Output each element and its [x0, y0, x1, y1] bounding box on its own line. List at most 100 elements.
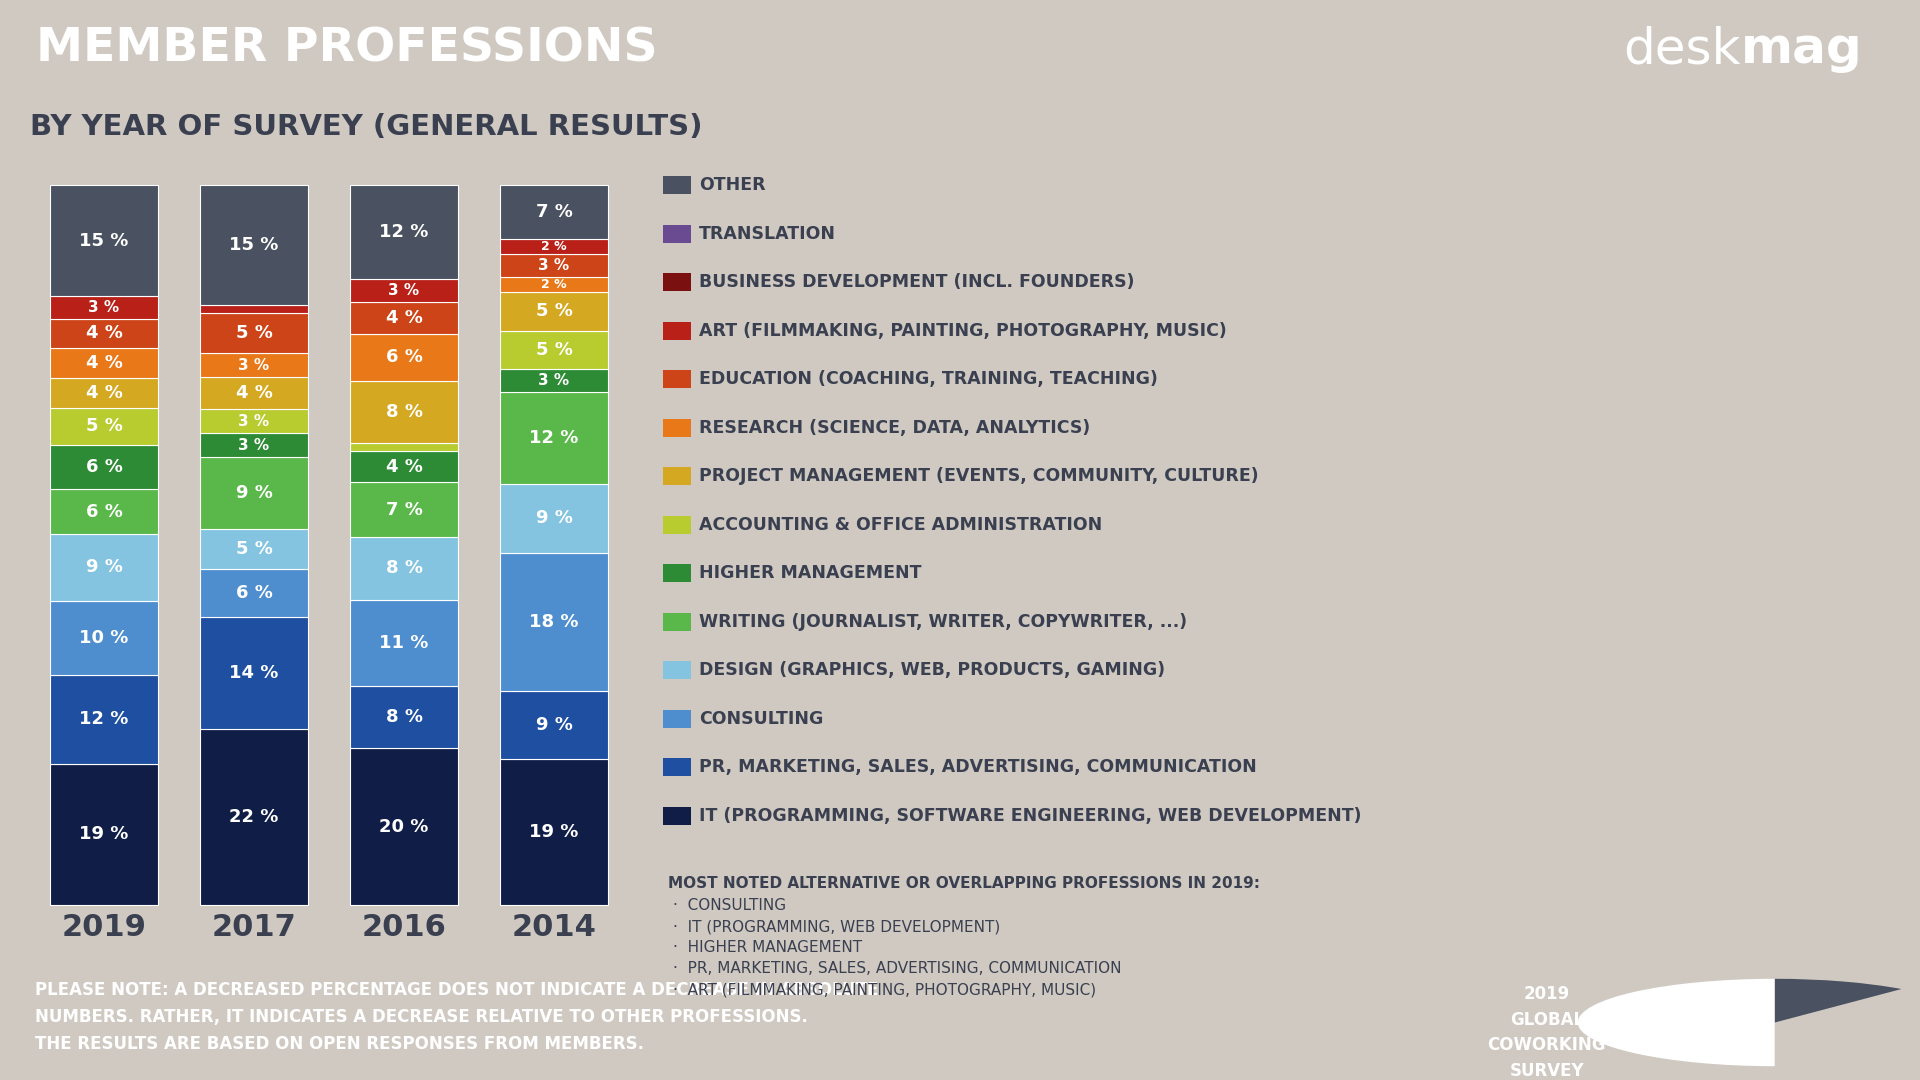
Bar	[50, 348, 157, 378]
Bar	[662, 661, 691, 679]
Text: 7 %: 7 %	[386, 501, 422, 518]
Text: 9 %: 9 %	[86, 558, 123, 577]
Text: 8 %: 8 %	[386, 559, 422, 578]
Text: 9 %: 9 %	[236, 484, 273, 502]
Bar	[662, 176, 691, 194]
Bar	[662, 273, 691, 291]
Text: ART (FILMMAKING, PAINTING, PHOTOGRAPHY, MUSIC): ART (FILMMAKING, PAINTING, PHOTOGRAPHY, …	[699, 322, 1227, 339]
Text: mag: mag	[1741, 26, 1862, 73]
Bar	[200, 185, 307, 305]
Bar	[200, 305, 307, 313]
Text: 5 %: 5 %	[536, 302, 572, 321]
Bar	[50, 296, 157, 319]
Bar	[200, 457, 307, 529]
Text: 4 %: 4 %	[386, 458, 422, 475]
Bar	[200, 377, 307, 409]
Bar	[349, 380, 459, 443]
Text: 5 %: 5 %	[236, 324, 273, 342]
Text: 2019: 2019	[61, 913, 146, 942]
Bar	[662, 515, 691, 534]
Bar	[499, 392, 609, 484]
Text: 3 %: 3 %	[238, 414, 269, 429]
Text: 4 %: 4 %	[86, 383, 123, 402]
Bar	[662, 419, 691, 436]
Text: 9 %: 9 %	[536, 509, 572, 527]
Bar	[50, 378, 157, 407]
Text: ·  IT (PROGRAMMING, WEB DEVELOPMENT): · IT (PROGRAMMING, WEB DEVELOPMENT)	[674, 919, 1000, 934]
Text: 12 %: 12 %	[530, 429, 578, 447]
Bar	[349, 537, 459, 599]
Text: ·  HIGHER MANAGEMENT: · HIGHER MANAGEMENT	[674, 940, 862, 955]
Text: SURVEY: SURVEY	[1509, 1062, 1584, 1080]
Text: MOST NOTED ALTERNATIVE OR OVERLAPPING PROFESSIONS IN 2019:: MOST NOTED ALTERNATIVE OR OVERLAPPING PR…	[668, 876, 1260, 891]
Bar	[499, 330, 609, 369]
Bar	[200, 409, 307, 433]
Text: PROJECT MANAGEMENT (EVENTS, COMMUNITY, CULTURE): PROJECT MANAGEMENT (EVENTS, COMMUNITY, C…	[699, 467, 1260, 485]
Bar	[662, 807, 691, 824]
Bar	[499, 484, 609, 553]
Text: 11 %: 11 %	[380, 634, 428, 652]
Text: 5 %: 5 %	[236, 540, 273, 558]
Bar	[349, 334, 459, 380]
Bar	[349, 279, 459, 302]
Text: COWORKING: COWORKING	[1488, 1037, 1605, 1054]
Bar	[662, 612, 691, 631]
Bar	[50, 600, 157, 675]
Bar	[200, 569, 307, 617]
Bar	[499, 185, 609, 239]
Text: ACCOUNTING & OFFICE ADMINISTRATION: ACCOUNTING & OFFICE ADMINISTRATION	[699, 515, 1102, 534]
Text: 9 %: 9 %	[536, 716, 572, 734]
Bar	[499, 690, 609, 759]
Text: 12 %: 12 %	[380, 222, 428, 241]
Text: 4 %: 4 %	[386, 309, 422, 327]
Wedge shape	[1774, 978, 1901, 1023]
Text: 5 %: 5 %	[536, 340, 572, 359]
Bar	[349, 443, 459, 451]
Text: 3 %: 3 %	[388, 283, 420, 298]
Text: 6 %: 6 %	[386, 348, 422, 366]
Text: 6 %: 6 %	[86, 458, 123, 476]
Bar	[50, 534, 157, 600]
Bar	[349, 686, 459, 748]
Text: 2 %: 2 %	[541, 278, 566, 292]
Text: WRITING (JOURNALIST, WRITER, COPYWRITER, ...): WRITING (JOURNALIST, WRITER, COPYWRITER,…	[699, 612, 1187, 631]
Bar	[662, 322, 691, 339]
Text: 15 %: 15 %	[228, 237, 278, 254]
Text: 2 %: 2 %	[541, 240, 566, 253]
Wedge shape	[1774, 989, 1920, 1066]
Text: ·  ART (FILMMAKING, PAINTING, PHOTOGRAPHY, MUSIC): · ART (FILMMAKING, PAINTING, PHOTOGRAPHY…	[674, 982, 1096, 997]
Text: 10 %: 10 %	[79, 629, 129, 647]
Text: desk: desk	[1624, 26, 1741, 73]
Bar	[200, 433, 307, 457]
Bar	[662, 225, 691, 243]
Text: EDUCATION (COACHING, TRAINING, TEACHING): EDUCATION (COACHING, TRAINING, TEACHING)	[699, 370, 1158, 388]
Text: IT (PROGRAMMING, SOFTWARE ENGINEERING, WEB DEVELOPMENT): IT (PROGRAMMING, SOFTWARE ENGINEERING, W…	[699, 807, 1361, 824]
Bar	[200, 353, 307, 377]
Text: 3 %: 3 %	[538, 373, 570, 388]
Text: 3 %: 3 %	[238, 437, 269, 453]
Bar	[499, 239, 609, 254]
Bar	[349, 599, 459, 686]
Text: 19 %: 19 %	[79, 825, 129, 843]
Text: 4 %: 4 %	[86, 324, 123, 342]
Text: 2019: 2019	[1524, 985, 1571, 1002]
Bar	[200, 313, 307, 353]
Bar	[50, 445, 157, 489]
Text: 7 %: 7 %	[536, 203, 572, 220]
Text: RESEARCH (SCIENCE, DATA, ANALYTICS): RESEARCH (SCIENCE, DATA, ANALYTICS)	[699, 419, 1091, 436]
Text: 20 %: 20 %	[380, 818, 428, 836]
Bar	[499, 293, 609, 330]
Text: CONSULTING: CONSULTING	[699, 710, 824, 728]
Text: 19 %: 19 %	[530, 823, 578, 841]
Bar	[662, 710, 691, 728]
Bar	[349, 451, 459, 483]
Text: 2016: 2016	[361, 913, 447, 942]
Bar	[349, 483, 459, 537]
Bar	[662, 370, 691, 388]
Bar	[200, 729, 307, 905]
Text: 14 %: 14 %	[228, 664, 278, 681]
Text: 2014: 2014	[511, 913, 597, 942]
Text: MEMBER PROFESSIONS: MEMBER PROFESSIONS	[36, 27, 659, 72]
Text: 12 %: 12 %	[79, 711, 129, 728]
Text: 4 %: 4 %	[86, 354, 123, 373]
